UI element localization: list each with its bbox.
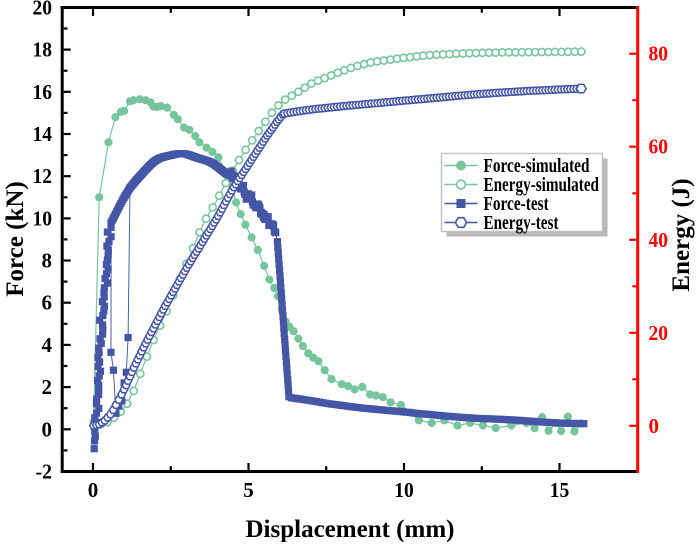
svg-text:18: 18 <box>33 38 53 62</box>
svg-text:10: 10 <box>394 478 414 502</box>
svg-text:Force (kN): Force (kN) <box>2 181 29 296</box>
svg-text:16: 16 <box>33 80 53 104</box>
svg-text:80: 80 <box>649 42 669 66</box>
svg-text:0: 0 <box>42 417 53 441</box>
svg-text:2: 2 <box>42 375 53 399</box>
svg-text:15: 15 <box>550 478 570 502</box>
svg-text:8: 8 <box>42 249 53 273</box>
svg-text:Energy-simulated: Energy-simulated <box>484 174 600 196</box>
svg-text:Force-test: Force-test <box>484 193 549 215</box>
svg-text:5: 5 <box>243 478 254 502</box>
svg-text:12: 12 <box>33 164 53 188</box>
svg-text:20: 20 <box>649 321 669 345</box>
svg-text:20: 20 <box>33 0 53 19</box>
svg-text:-2: -2 <box>36 460 53 484</box>
svg-text:4: 4 <box>42 333 53 357</box>
svg-text:Energy-test: Energy-test <box>484 212 559 234</box>
svg-text:Force-simulated: Force-simulated <box>484 155 590 177</box>
svg-text:Displacement (mm): Displacement (mm) <box>246 516 455 542</box>
svg-text:Energy (J): Energy (J) <box>668 178 695 291</box>
svg-text:40: 40 <box>649 228 669 252</box>
svg-text:14: 14 <box>33 122 53 146</box>
svg-text:10: 10 <box>33 206 53 230</box>
svg-text:6: 6 <box>42 291 53 315</box>
svg-text:0: 0 <box>88 478 99 502</box>
svg-text:0: 0 <box>649 414 660 438</box>
svg-text:60: 60 <box>649 135 669 159</box>
